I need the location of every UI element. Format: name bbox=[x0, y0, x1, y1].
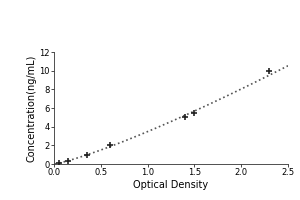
X-axis label: Optical Density: Optical Density bbox=[134, 180, 208, 190]
Y-axis label: Concentration(ng/mL): Concentration(ng/mL) bbox=[27, 54, 37, 162]
